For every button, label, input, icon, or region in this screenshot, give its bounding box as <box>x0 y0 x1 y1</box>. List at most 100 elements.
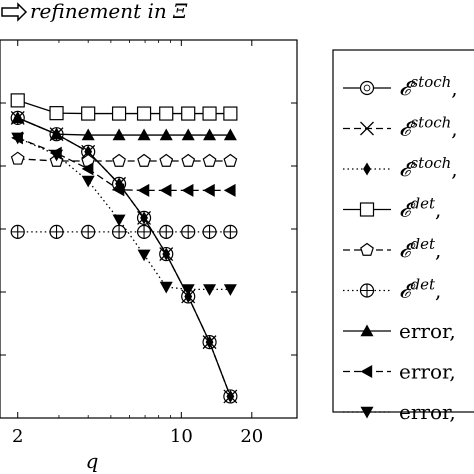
data-point <box>137 249 151 262</box>
data-point <box>50 149 64 162</box>
legend-label: error, <box>399 360 456 384</box>
data-point <box>10 93 25 108</box>
legend-marker <box>359 283 375 298</box>
legend-entry: error, <box>343 400 456 424</box>
data-point <box>115 177 123 191</box>
legend-entry: 𝓔det, <box>343 276 441 303</box>
legend-label: 𝓔stoch, <box>399 114 458 141</box>
x-tick-label: 10 <box>170 426 193 447</box>
legend-entry: error, <box>343 319 456 343</box>
x-tick-label: 2 <box>12 426 23 447</box>
data-point <box>159 153 174 167</box>
series-6 <box>10 224 238 239</box>
data-point <box>81 175 95 188</box>
data-point <box>111 106 127 121</box>
data-point <box>223 106 238 121</box>
legend-entry: 𝓔det, <box>343 235 441 262</box>
data-point <box>181 128 195 141</box>
series-4 <box>10 93 238 121</box>
series-9 <box>11 132 237 296</box>
data-point <box>112 128 126 141</box>
data-point <box>181 183 194 197</box>
data-point <box>162 247 171 261</box>
data-point <box>159 128 173 141</box>
data-point <box>205 335 214 349</box>
legend-label: 𝓔det, <box>399 276 441 303</box>
legend-entry: error, <box>343 360 456 384</box>
data-point <box>226 389 235 403</box>
data-point <box>112 153 126 167</box>
data-point <box>223 153 238 167</box>
data-point <box>140 211 148 225</box>
data-point <box>50 127 64 140</box>
series-1 <box>10 110 238 404</box>
x-axis-label: q <box>86 449 99 473</box>
data-point <box>81 224 96 239</box>
data-point <box>81 128 95 141</box>
series-3 <box>13 111 235 403</box>
legend-entry: 𝓔det, <box>343 195 441 222</box>
legend-entry: 𝓔stoch, <box>343 154 458 181</box>
data-point <box>111 224 127 239</box>
chart-title: refinement in Ξ <box>1 0 188 23</box>
data-point <box>136 224 152 239</box>
legend-marker <box>360 406 374 419</box>
data-point <box>223 284 237 296</box>
title-arrow-icon <box>1 2 28 22</box>
data-point <box>203 284 217 296</box>
legend-marker <box>360 121 374 136</box>
data-point <box>11 111 25 124</box>
data-point <box>84 145 93 159</box>
data-point <box>203 128 217 141</box>
data-point <box>181 106 196 121</box>
data-point <box>159 224 174 239</box>
legend-marker <box>360 365 373 378</box>
legend-label: 𝓔stoch, <box>399 154 458 181</box>
legend-entry: 𝓔stoch, <box>343 114 458 141</box>
series-group <box>10 93 238 404</box>
data-point <box>11 132 25 145</box>
series-7 <box>11 111 237 141</box>
data-point <box>223 183 236 197</box>
plot-area: 2 10 20 q <box>0 39 298 473</box>
data-point <box>137 183 150 197</box>
data-point <box>159 106 174 121</box>
legend-box <box>332 49 474 413</box>
data-point <box>203 183 215 197</box>
legend-marker <box>363 162 371 176</box>
legend-marker <box>360 324 374 337</box>
legend-marker <box>359 80 375 96</box>
legend-label: error, <box>399 400 456 424</box>
data-point <box>81 106 96 121</box>
data-point <box>137 153 151 167</box>
legend-label: error, <box>399 319 456 343</box>
data-point <box>159 183 172 197</box>
data-point <box>10 224 25 239</box>
data-point <box>136 106 152 121</box>
series-3-line <box>17 117 231 397</box>
data-point <box>202 224 217 239</box>
data-point <box>184 289 193 303</box>
data-point <box>49 224 64 239</box>
legend-marker <box>360 242 374 256</box>
data-point <box>112 214 126 227</box>
series-2 <box>10 110 238 404</box>
data-point <box>202 106 217 121</box>
series-5 <box>10 151 238 167</box>
data-point <box>137 128 151 141</box>
legend: 𝓔stoch,𝓔stoch,𝓔stoch,𝓔det,𝓔det,𝓔det,erro… <box>332 49 474 424</box>
data-point <box>81 162 94 176</box>
legend-marker <box>359 202 375 217</box>
chart-title-text: refinement in Ξ <box>30 0 188 23</box>
data-point <box>112 183 125 197</box>
x-tick-label: 20 <box>240 426 263 447</box>
data-point <box>159 281 173 294</box>
data-point <box>181 284 195 296</box>
data-point <box>49 106 64 121</box>
data-point <box>223 224 238 239</box>
data-point <box>202 153 217 167</box>
data-point <box>223 128 237 141</box>
data-point <box>10 151 25 165</box>
data-point <box>181 153 196 167</box>
